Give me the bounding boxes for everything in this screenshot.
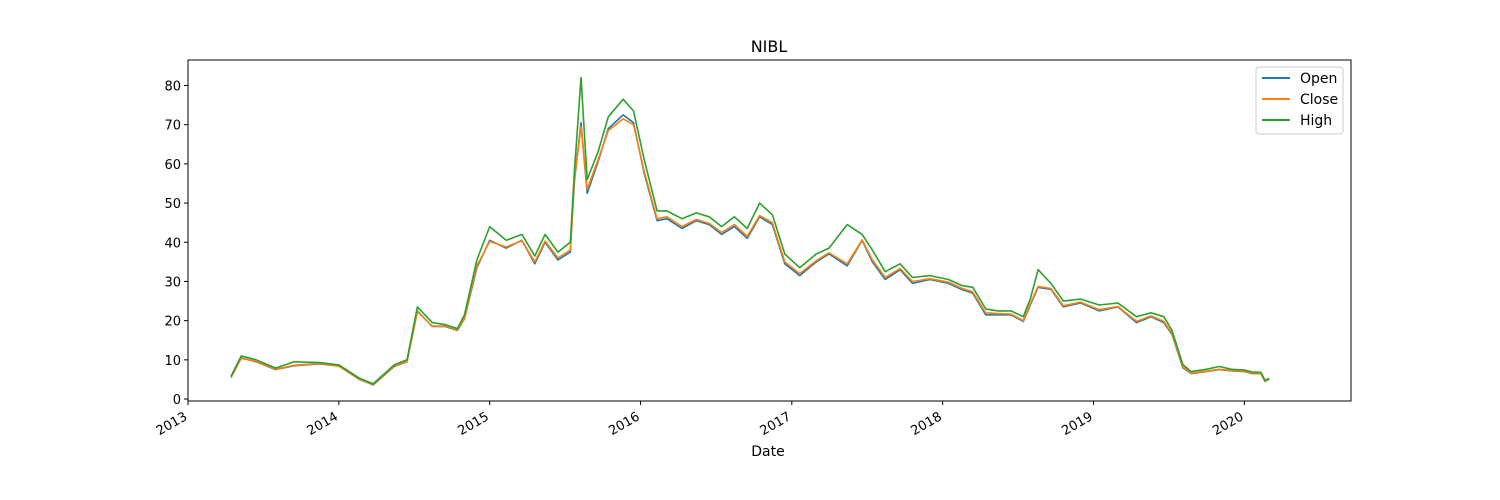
legend-label-open: Open	[1300, 71, 1337, 87]
x-tick-label: 2013	[154, 409, 190, 439]
x-tick-label: 2015	[456, 409, 492, 439]
y-tick-label: 40	[164, 236, 181, 251]
series-lines	[230, 76, 1270, 386]
x-tick-label: 2019	[1059, 409, 1095, 439]
legend: Open Close High	[1255, 66, 1344, 135]
x-tick-label: 2016	[606, 409, 642, 439]
y-tick-label: 60	[164, 158, 181, 173]
x-tick-label: 2020	[1210, 409, 1246, 439]
y-tick-label: 30	[164, 275, 181, 290]
y-tick-label: 20	[164, 315, 181, 330]
chart-title: NIBL	[751, 37, 788, 56]
y-axis: 0 10 20 30 40 50 60 70 80	[164, 79, 188, 408]
legend-label-close: Close	[1300, 92, 1338, 108]
x-axis-title: Date	[751, 444, 784, 460]
y-tick-label: 50	[164, 197, 181, 212]
x-tick-label: 2017	[758, 409, 794, 439]
legend-box	[1255, 66, 1344, 135]
x-tick-label: 2018	[909, 409, 945, 439]
series-line-open	[230, 114, 1270, 386]
y-tick-label: 80	[164, 79, 181, 94]
y-tick-label: 70	[164, 119, 181, 134]
x-axis: 2013 2014 2015 2016 2017 2018 2019 2020	[154, 401, 1246, 439]
y-tick-label: 10	[164, 354, 181, 369]
y-tick-label: 0	[173, 393, 181, 408]
plot-area	[187, 59, 1352, 402]
series-line-close	[230, 118, 1270, 386]
series-line-high	[230, 76, 1270, 385]
legend-label-high: High	[1300, 113, 1332, 129]
x-tick-label: 2014	[305, 409, 341, 439]
